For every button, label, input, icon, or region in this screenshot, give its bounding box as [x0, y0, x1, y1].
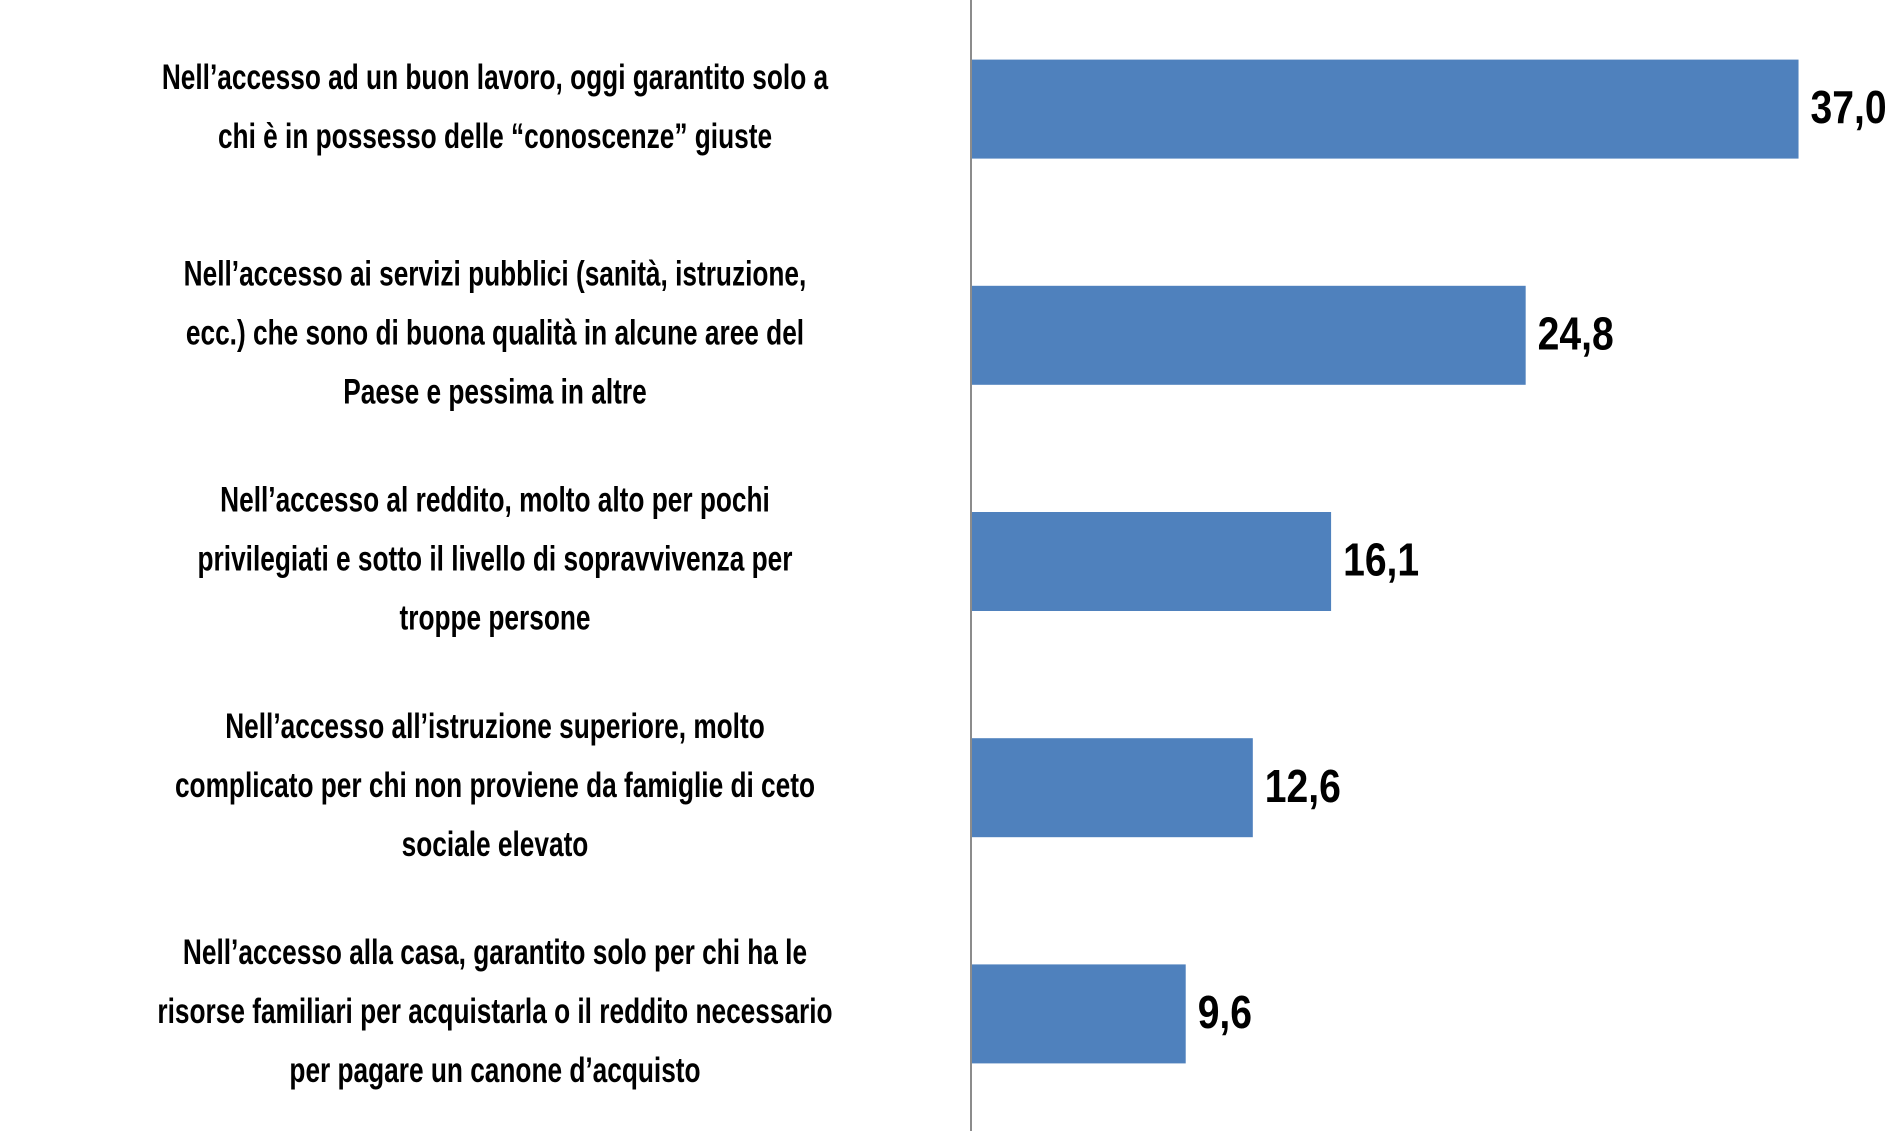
value-label: 24,8 [1538, 309, 1614, 361]
category-label: Paese e pessima in altre [343, 372, 646, 412]
category-label: ecc.) che sono di buona qualità in alcun… [186, 313, 804, 353]
category-label: privilegiati e sotto il livello di sopra… [198, 539, 793, 579]
bar [971, 964, 1186, 1064]
value-label: 12,6 [1265, 761, 1341, 813]
category-label: Nell’accesso ad un buon lavoro, oggi gar… [162, 57, 829, 97]
value-label: 37,0 [1811, 82, 1887, 134]
category-label: sociale elevato [402, 824, 589, 864]
category-label: Nell’accesso alla casa, garantito solo p… [183, 932, 807, 972]
category-label: per pagare un canone d’acquisto [289, 1050, 700, 1090]
bar [971, 512, 1332, 611]
bar [971, 59, 1799, 159]
category-label: troppe persone [400, 598, 591, 638]
category-label: Nell’accesso ai servizi pubblici (sanità… [184, 254, 807, 294]
category-label: complicato per chi non proviene da famig… [175, 765, 815, 805]
category-label: chi è in possesso delle “conoscenze” giu… [218, 116, 772, 156]
value-label: 16,1 [1343, 535, 1419, 587]
category-label: Nell’accesso all’istruzione superiore, m… [225, 706, 765, 746]
bar [971, 738, 1253, 838]
category-label: Nell’accesso al reddito, molto alto per … [220, 480, 770, 520]
category-label: risorse familiari per acquistarla o il r… [157, 991, 832, 1031]
bar [971, 285, 1526, 385]
value-label: 9,6 [1198, 987, 1252, 1039]
